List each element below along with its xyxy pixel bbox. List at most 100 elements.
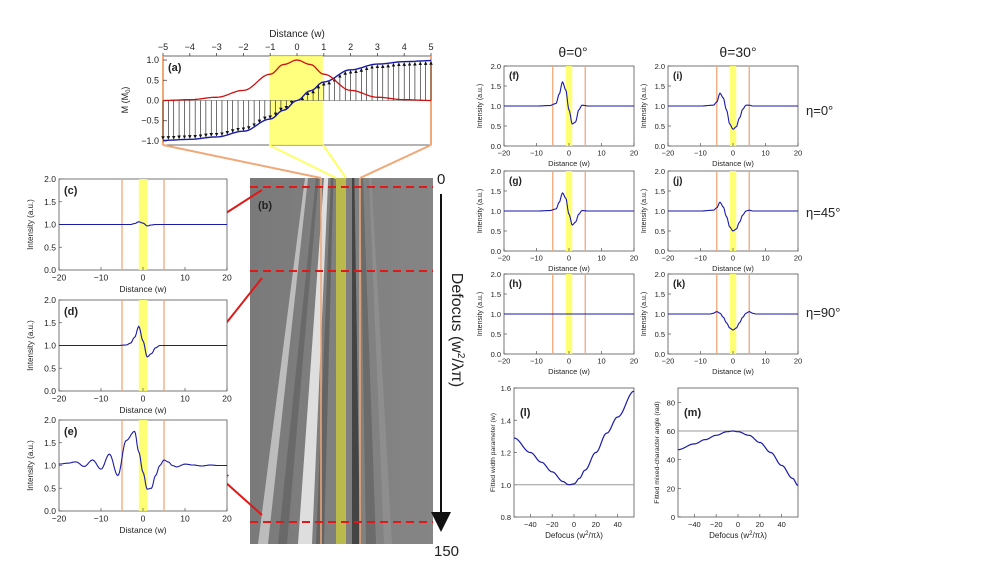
- panel-l-ylabel: Fitted width parameter (w): [490, 413, 497, 492]
- panel-m-xtick-label: 40: [777, 520, 785, 529]
- panel-h-xtick-label: 20: [630, 357, 638, 366]
- panel-g-ytick-label: 1.5: [491, 187, 501, 196]
- panel-k-intensity-curve: [668, 311, 798, 331]
- panel-l-label: (l): [520, 407, 531, 419]
- panel-l-fit-curve: [513, 390, 635, 486]
- panel-i-ytick-label: 1.0: [655, 102, 665, 111]
- panel-j-ytick-label: 1.0: [655, 207, 665, 216]
- panel-d-xtick-label: −10: [94, 394, 109, 404]
- connector-yellow-left: [268, 144, 337, 179]
- panel-d-label: (d): [64, 306, 78, 318]
- panel-c: −20 −10 0 10 20 2.0 1.5 1.0 0.5 0.0 (c) Distance (w…: [26, 174, 232, 294]
- panel-i-xtick-label: 10: [761, 149, 769, 158]
- panel-d-ylabel: Intensity (a.u.): [26, 320, 35, 371]
- panel-i-ytick-label: 2.0: [655, 62, 665, 71]
- panel-h-xlabel: Distance (w): [548, 367, 590, 376]
- panel-m-xtick-label: −40: [688, 520, 701, 529]
- panel-g-wall-highlight: [565, 171, 573, 251]
- panel-i-ylabel: Intensity (a.u.): [641, 84, 648, 128]
- panel-l-xtick-label: −40: [524, 520, 537, 529]
- panel-g-xtick-label: −20: [498, 254, 511, 263]
- panel-l-ytick-label: 1.4: [501, 416, 511, 425]
- panel-m-ytick-label: 40: [667, 456, 675, 465]
- panel-m-xlabel: Defocus (w2/πλ): [709, 531, 767, 540]
- panel-l-xtick-label: 20: [592, 520, 600, 529]
- panel-k-xtick-label: 0: [731, 357, 735, 366]
- panel-e-ytick-label: 0.0: [44, 506, 56, 516]
- panel-j-xtick-label: −10: [694, 254, 707, 263]
- panel-l-ytick-label: 1.2: [501, 449, 511, 458]
- panel-c-wall-highlight: [138, 179, 148, 270]
- panel-d-ytick-label: 2.0: [44, 295, 56, 305]
- panel-a-magnetization-arrows: [161, 61, 433, 140]
- panel-b-top-label: 0: [437, 171, 445, 188]
- panel-h-xtick-label: −20: [498, 357, 511, 366]
- panel-a-ytick-label: −1.0: [141, 136, 159, 146]
- panel-k-xtick-label: −10: [694, 357, 707, 366]
- panel-m-ylabel: Fitted mixed-character angle (rad): [654, 401, 661, 503]
- panel-j-wall-highlight: [729, 171, 737, 251]
- panel-k: −20 −10 0 10 20 2.0 1.5 1.0 0.5 0.0 (k) Distance (w…: [641, 270, 802, 376]
- panel-a-xtick-label: 0: [294, 42, 299, 52]
- panel-e-ytick-label: 2.0: [44, 415, 56, 425]
- panel-h-xtick-label: 0: [567, 357, 571, 366]
- panel-e-xtick-label: −10: [94, 514, 109, 524]
- panel-k-ylabel: Intensity (a.u.): [641, 292, 648, 336]
- panel-k-xtick-label: −20: [662, 357, 675, 366]
- panel-a-curves: [163, 59, 431, 142]
- panel-m-ytick-label: 20: [667, 484, 675, 493]
- panel-i-intensity-curve: [668, 92, 798, 130]
- panel-e-xtick-label: −20: [52, 514, 67, 524]
- panel-l-xtick-label: 40: [613, 520, 621, 529]
- panel-a-xtick-label: 4: [402, 42, 407, 52]
- panel-a-ytick-label: 0.0: [146, 96, 159, 106]
- defocus-axis-label: Defocus (w2/λπ): [448, 273, 466, 387]
- panel-c-xtick-label: −10: [94, 273, 109, 283]
- panel-e-ytick-label: 1.5: [44, 438, 56, 448]
- panel-c-ytick-label: 0.0: [44, 265, 56, 275]
- column-header-theta-30: θ=30°: [719, 44, 756, 60]
- panel-j-ylabel: Intensity (a.u.): [641, 189, 648, 233]
- panel-g-ylabel: Intensity (a.u.): [477, 189, 484, 233]
- panel-f-xlabel: Distance (w): [548, 159, 590, 168]
- panel-j-xtick-label: −20: [662, 254, 675, 263]
- panel-i-xtick-label: −20: [662, 149, 675, 158]
- panel-e-ytick-label: 0.5: [44, 483, 56, 493]
- panel-c-ytick-label: 2.0: [44, 174, 56, 184]
- panel-a: −5 −4 −3 −2 −1 0 1 2 3 4 5 1.0 0.5 0.0 −0.5 −1.0 (a) Di…: [120, 29, 434, 146]
- panel-h-ytick-label: 0.5: [491, 330, 501, 339]
- panel-m-frame: [677, 387, 799, 518]
- panel-g-label: (g): [509, 176, 522, 187]
- panel-g-xtick-label: 20: [630, 254, 638, 263]
- panel-e-intensity-curve: [59, 430, 227, 490]
- panel-f-label: (f): [509, 71, 519, 82]
- panel-m: −40 −20 0 20 40 80 60 40 20 0 (m) Defocus (w2/πλ) Fi…: [654, 387, 799, 540]
- panel-c-ytick-label: 1.5: [44, 197, 56, 207]
- panel-a-xtick-label: 5: [428, 42, 433, 52]
- panel-d-xtick-label: 0: [141, 394, 146, 404]
- panel-a-xtick-label: −2: [238, 42, 248, 52]
- panel-j-xtick-label: 20: [794, 254, 802, 263]
- panel-j-intensity-curve: [668, 201, 798, 232]
- panel-f-intensity-curve: [504, 80, 634, 125]
- panel-d-intensity-curve: [59, 325, 227, 358]
- panel-e-xtick-label: 0: [141, 514, 146, 524]
- panel-a-xtick-label: −4: [185, 42, 195, 52]
- panel-c-ytick-label: 0.5: [44, 242, 56, 252]
- panel-i-xtick-label: 0: [731, 149, 735, 158]
- panel-k-ytick-label: 0.0: [655, 350, 665, 359]
- panel-k-wall-highlight: [729, 274, 737, 354]
- panel-e-label: (e): [64, 426, 78, 438]
- panel-a-xtick-label: −5: [158, 42, 168, 52]
- panel-c-xlabel: Distance (w): [119, 284, 166, 294]
- panel-g-intensity-curve: [504, 192, 634, 226]
- panel-j-ytick-label: 2.0: [655, 167, 665, 176]
- panel-g-xtick-label: 10: [597, 254, 605, 263]
- panel-i-wall-highlight: [729, 66, 737, 146]
- panel-e: −20 −10 0 10 20 2.0 1.5 1.0 0.5 0.0 (e) Distance (w…: [26, 415, 232, 535]
- panel-h-xtick-label: 10: [597, 357, 605, 366]
- panel-i-label: (i): [673, 71, 682, 82]
- panel-f-ytick-label: 1.5: [491, 82, 501, 91]
- panel-m-ytick-label: 80: [667, 398, 675, 407]
